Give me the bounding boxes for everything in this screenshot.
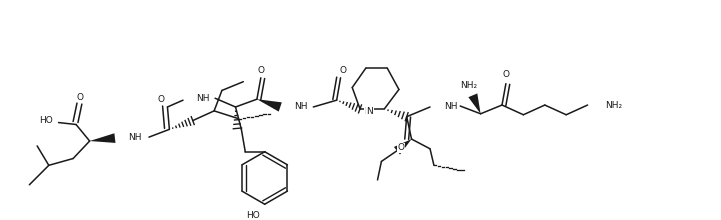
Text: O: O bbox=[503, 70, 510, 79]
Text: NH: NH bbox=[294, 103, 307, 112]
Polygon shape bbox=[257, 99, 282, 112]
Text: NH: NH bbox=[443, 101, 457, 110]
Text: N: N bbox=[364, 107, 371, 116]
Text: NH: NH bbox=[128, 133, 142, 142]
Text: O: O bbox=[397, 143, 404, 152]
Text: HO: HO bbox=[246, 211, 260, 220]
Text: NH₂: NH₂ bbox=[605, 101, 622, 110]
Text: O: O bbox=[339, 66, 346, 75]
Polygon shape bbox=[469, 94, 481, 114]
Text: O: O bbox=[76, 93, 84, 102]
Text: HO: HO bbox=[39, 116, 53, 125]
Text: O: O bbox=[257, 66, 265, 75]
Text: NH₂: NH₂ bbox=[461, 81, 477, 90]
Polygon shape bbox=[394, 139, 412, 154]
Text: NH: NH bbox=[195, 94, 209, 103]
Text: N: N bbox=[366, 107, 373, 116]
Polygon shape bbox=[89, 133, 115, 143]
Text: O: O bbox=[157, 95, 164, 104]
